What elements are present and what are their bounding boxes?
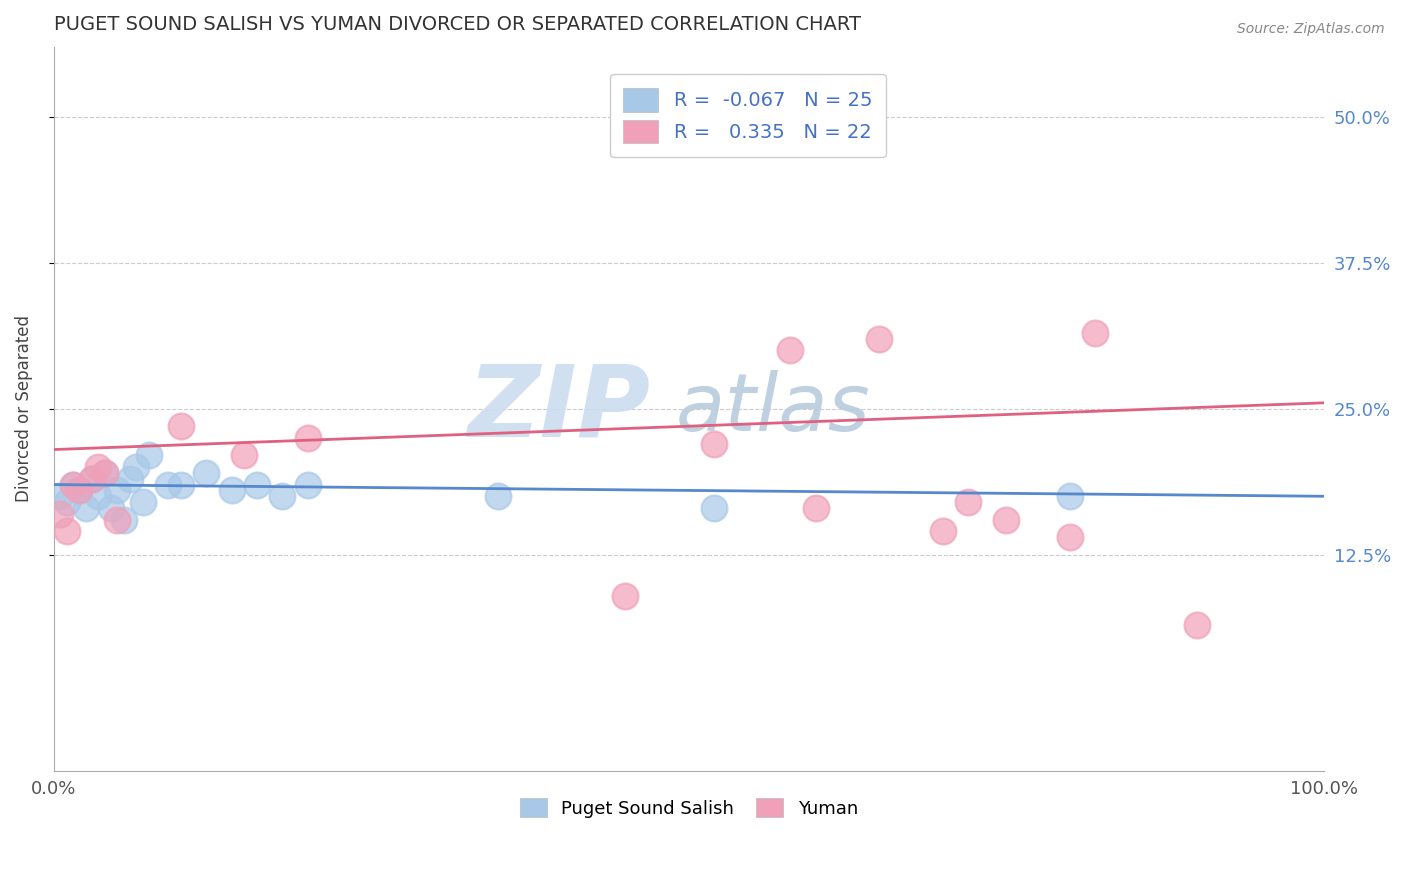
Point xyxy=(703,436,725,450)
Point xyxy=(87,489,110,503)
Point xyxy=(1059,530,1081,544)
Point xyxy=(75,500,97,515)
Point xyxy=(995,513,1018,527)
Point xyxy=(170,419,193,434)
Point xyxy=(233,449,256,463)
Point xyxy=(125,460,148,475)
Point xyxy=(1084,326,1107,340)
Point xyxy=(67,483,90,498)
Text: Source: ZipAtlas.com: Source: ZipAtlas.com xyxy=(1237,22,1385,37)
Text: PUGET SOUND SALISH VS YUMAN DIVORCED OR SEPARATED CORRELATION CHART: PUGET SOUND SALISH VS YUMAN DIVORCED OR … xyxy=(53,15,860,34)
Point xyxy=(157,477,180,491)
Point xyxy=(486,489,509,503)
Point xyxy=(932,524,955,539)
Legend: Puget Sound Salish, Yuman: Puget Sound Salish, Yuman xyxy=(510,789,868,827)
Point xyxy=(112,513,135,527)
Point xyxy=(93,466,115,480)
Point xyxy=(49,489,72,503)
Point xyxy=(195,466,218,480)
Point xyxy=(49,507,72,521)
Point xyxy=(100,500,122,515)
Text: ZIP: ZIP xyxy=(468,360,651,458)
Point xyxy=(67,483,90,498)
Point xyxy=(957,495,980,509)
Point xyxy=(62,477,84,491)
Point xyxy=(271,489,294,503)
Point xyxy=(55,495,77,509)
Text: atlas: atlas xyxy=(676,369,870,448)
Point xyxy=(868,332,890,346)
Point xyxy=(246,477,269,491)
Point xyxy=(138,449,160,463)
Point xyxy=(132,495,155,509)
Point xyxy=(614,589,637,603)
Point xyxy=(170,477,193,491)
Point xyxy=(80,472,103,486)
Point xyxy=(297,477,319,491)
Point xyxy=(105,513,128,527)
Point xyxy=(93,466,115,480)
Point xyxy=(118,472,141,486)
Point xyxy=(62,477,84,491)
Point xyxy=(703,500,725,515)
Y-axis label: Divorced or Separated: Divorced or Separated xyxy=(15,315,32,502)
Point xyxy=(1185,617,1208,632)
Point xyxy=(55,524,77,539)
Point xyxy=(1059,489,1081,503)
Point xyxy=(105,483,128,498)
Point xyxy=(87,460,110,475)
Point xyxy=(297,431,319,445)
Point xyxy=(80,472,103,486)
Point xyxy=(804,500,827,515)
Point xyxy=(779,343,801,358)
Point xyxy=(221,483,243,498)
